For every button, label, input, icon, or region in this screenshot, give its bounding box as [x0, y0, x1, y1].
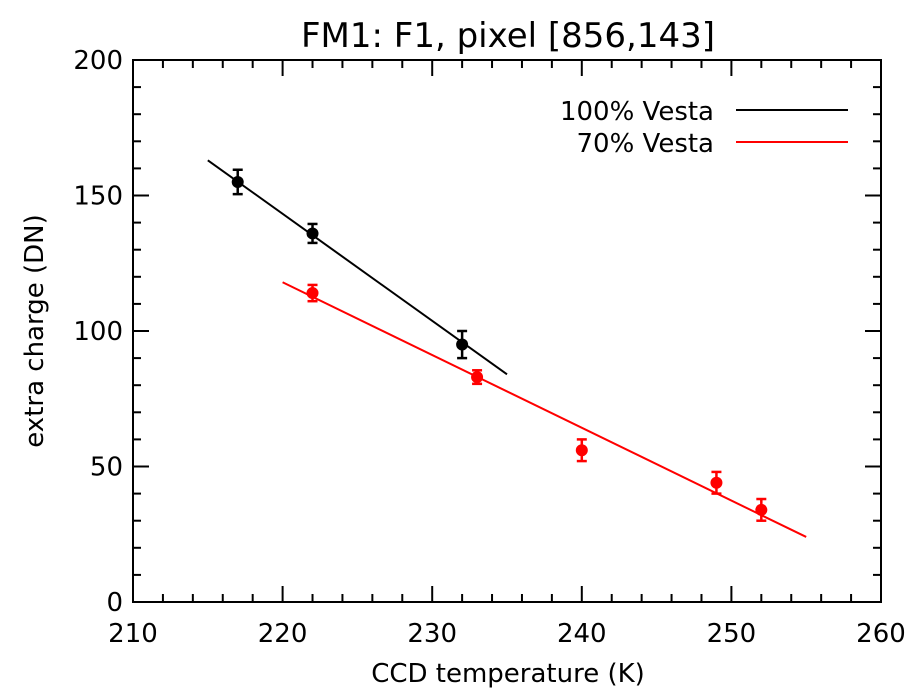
- legend-label: 100% Vesta: [560, 97, 714, 127]
- chart-title: FM1: F1, pixel [856,143]: [301, 16, 715, 56]
- legend-label: 70% Vesta: [577, 129, 715, 159]
- y-tick-label: 150: [73, 182, 123, 212]
- y-tick-label: 0: [106, 588, 123, 618]
- data-point: [755, 503, 768, 516]
- data-point: [575, 444, 588, 457]
- data-point: [231, 175, 244, 188]
- x-tick-label: 210: [108, 619, 158, 649]
- data-point: [471, 371, 484, 384]
- x-tick-label: 230: [407, 619, 457, 649]
- y-tick-label: 100: [73, 317, 123, 347]
- fit-line: [282, 281, 807, 538]
- data-point: [306, 227, 319, 240]
- fit-line: [207, 159, 508, 376]
- axis-ticks: [132, 59, 882, 603]
- x-tick-label: 220: [258, 619, 308, 649]
- y-tick-label: 50: [90, 453, 123, 483]
- data-points: [231, 168, 768, 522]
- x-tick-label: 260: [856, 619, 906, 649]
- x-tick-label: 240: [557, 619, 607, 649]
- y-tick-label: 200: [73, 46, 123, 76]
- data-point: [456, 338, 469, 351]
- x-axis-label: CCD temperature (K): [371, 659, 645, 689]
- axis-tick-labels: 210 220 230 240 250 260 0 50 100 150 200: [73, 46, 905, 649]
- data-point: [710, 476, 723, 489]
- x-tick-label: 250: [707, 619, 757, 649]
- y-axis-label: extra charge (DN): [20, 214, 50, 447]
- data-point: [306, 287, 319, 300]
